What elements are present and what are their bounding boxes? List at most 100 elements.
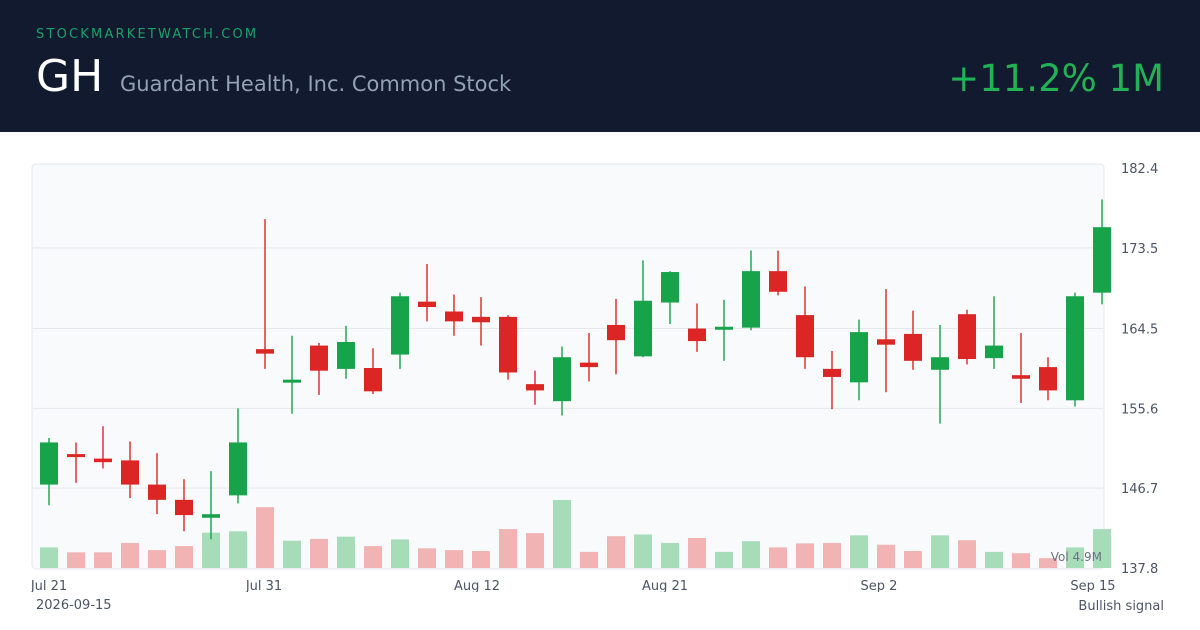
candle-body [661, 272, 679, 303]
candle-body [634, 300, 652, 357]
volume-bar [688, 538, 706, 568]
volume-bar [472, 551, 490, 568]
volume-bars [40, 500, 1111, 568]
volume-bar [1012, 553, 1030, 568]
candle-body [364, 368, 382, 392]
volume-bar [553, 500, 571, 568]
volume-bar [715, 551, 733, 568]
x-axis: Jul 21 Jul 31 Aug 12 Aug 21 Sep 2 Sep 15 [30, 579, 1116, 592]
volume-bar [742, 541, 760, 568]
candle-body [1012, 375, 1030, 379]
candle-body [580, 362, 598, 368]
volume-bar [1039, 558, 1057, 568]
volume-bar [256, 507, 274, 568]
volume-bar [283, 540, 301, 568]
company-name: Guardant Health, Inc. Common Stock [120, 72, 512, 96]
candle-body [742, 271, 760, 328]
candle-body [67, 454, 85, 458]
candle-body [931, 357, 949, 370]
y-tick-label: 173.5 [1121, 242, 1158, 257]
x-tick-label: Jul 21 [30, 579, 67, 592]
candlestick-chart: 182.4 173.5 164.5 155.6 146.7 137.8 Jul 21 Jul… [30, 162, 1158, 592]
volume-bar [121, 542, 139, 568]
candle-body [40, 442, 58, 485]
candle-body [904, 333, 922, 361]
candle-body [337, 341, 355, 369]
site-name[interactable]: STOCKMARKETWATCH.COM [36, 27, 259, 42]
volume-bar [850, 535, 868, 568]
volume-bar [1093, 529, 1111, 568]
volume-bar [418, 548, 436, 568]
candle-body [526, 384, 544, 391]
volume-bar [148, 550, 166, 568]
candle-body [823, 368, 841, 377]
candle-body [256, 349, 274, 354]
volume-bar [337, 536, 355, 568]
volume-bar [67, 552, 85, 568]
candle-body [445, 311, 463, 322]
header-bar: STOCKMARKETWATCH.COM GH Guardant Health,… [0, 0, 1200, 132]
x-tick-label: Aug 21 [642, 579, 688, 592]
candle-body [94, 458, 112, 463]
x-tick-label: Jul 31 [245, 579, 282, 592]
volume-bar [364, 546, 382, 568]
y-tick-label: 155.6 [1121, 402, 1158, 417]
candle-body [1093, 227, 1111, 293]
chart-date: 2026-09-15 [36, 598, 112, 613]
volume-bar [310, 538, 328, 568]
volume-bar [391, 539, 409, 568]
y-tick-label: 164.5 [1121, 323, 1158, 338]
candle-body [1066, 296, 1084, 401]
candle-body [391, 296, 409, 355]
signal-label: Bullish signal [1078, 599, 1164, 614]
volume-bar [445, 550, 463, 568]
y-tick-label: 146.7 [1121, 482, 1158, 497]
candle-body [121, 460, 139, 485]
y-tick-label: 182.4 [1121, 162, 1158, 177]
volume-bar [634, 534, 652, 568]
candle-body [985, 345, 1003, 359]
ticker-symbol: GH [36, 51, 104, 102]
x-tick-label: Aug 12 [454, 579, 500, 592]
volume-bar [526, 533, 544, 568]
volume-bar [904, 551, 922, 568]
candle-body [877, 339, 895, 345]
candle-body [175, 499, 193, 516]
candle-body [148, 484, 166, 500]
volume-bar [1066, 547, 1084, 568]
candle-body [769, 271, 787, 292]
candle-body [418, 301, 436, 308]
candle-body [310, 345, 328, 371]
volume-bar [175, 546, 193, 568]
candle-body [715, 326, 733, 330]
price-change: +11.2% 1M [948, 57, 1164, 100]
volume-bar [661, 542, 679, 568]
candle-body [553, 357, 571, 402]
volume-bar [40, 547, 58, 568]
candle-body [202, 514, 220, 518]
y-axis: 182.4 173.5 164.5 155.6 146.7 137.8 [1121, 162, 1158, 577]
candle-body [607, 324, 625, 341]
candle-body [850, 332, 868, 383]
volume-bar [823, 542, 841, 568]
volume-bar [985, 551, 1003, 568]
candles [40, 199, 1111, 540]
volume-bar [931, 535, 949, 568]
volume-bar [229, 531, 247, 568]
volume-label: Vol 4.9M [1051, 550, 1102, 564]
volume-bar [580, 551, 598, 568]
volume-bar [769, 547, 787, 568]
volume-bar [877, 544, 895, 568]
candle-body [796, 315, 814, 358]
y-tick-label: 137.8 [1121, 562, 1158, 577]
candle-body [499, 316, 517, 373]
volume-bar [202, 532, 220, 568]
candle-body [229, 442, 247, 496]
volume-bar [796, 543, 814, 568]
candle-body [472, 316, 490, 323]
candle-body [1039, 367, 1057, 391]
volume-bar [499, 529, 517, 568]
candle-body [958, 314, 976, 360]
volume-bar [94, 552, 112, 568]
x-tick-label: Sep 2 [861, 579, 898, 592]
